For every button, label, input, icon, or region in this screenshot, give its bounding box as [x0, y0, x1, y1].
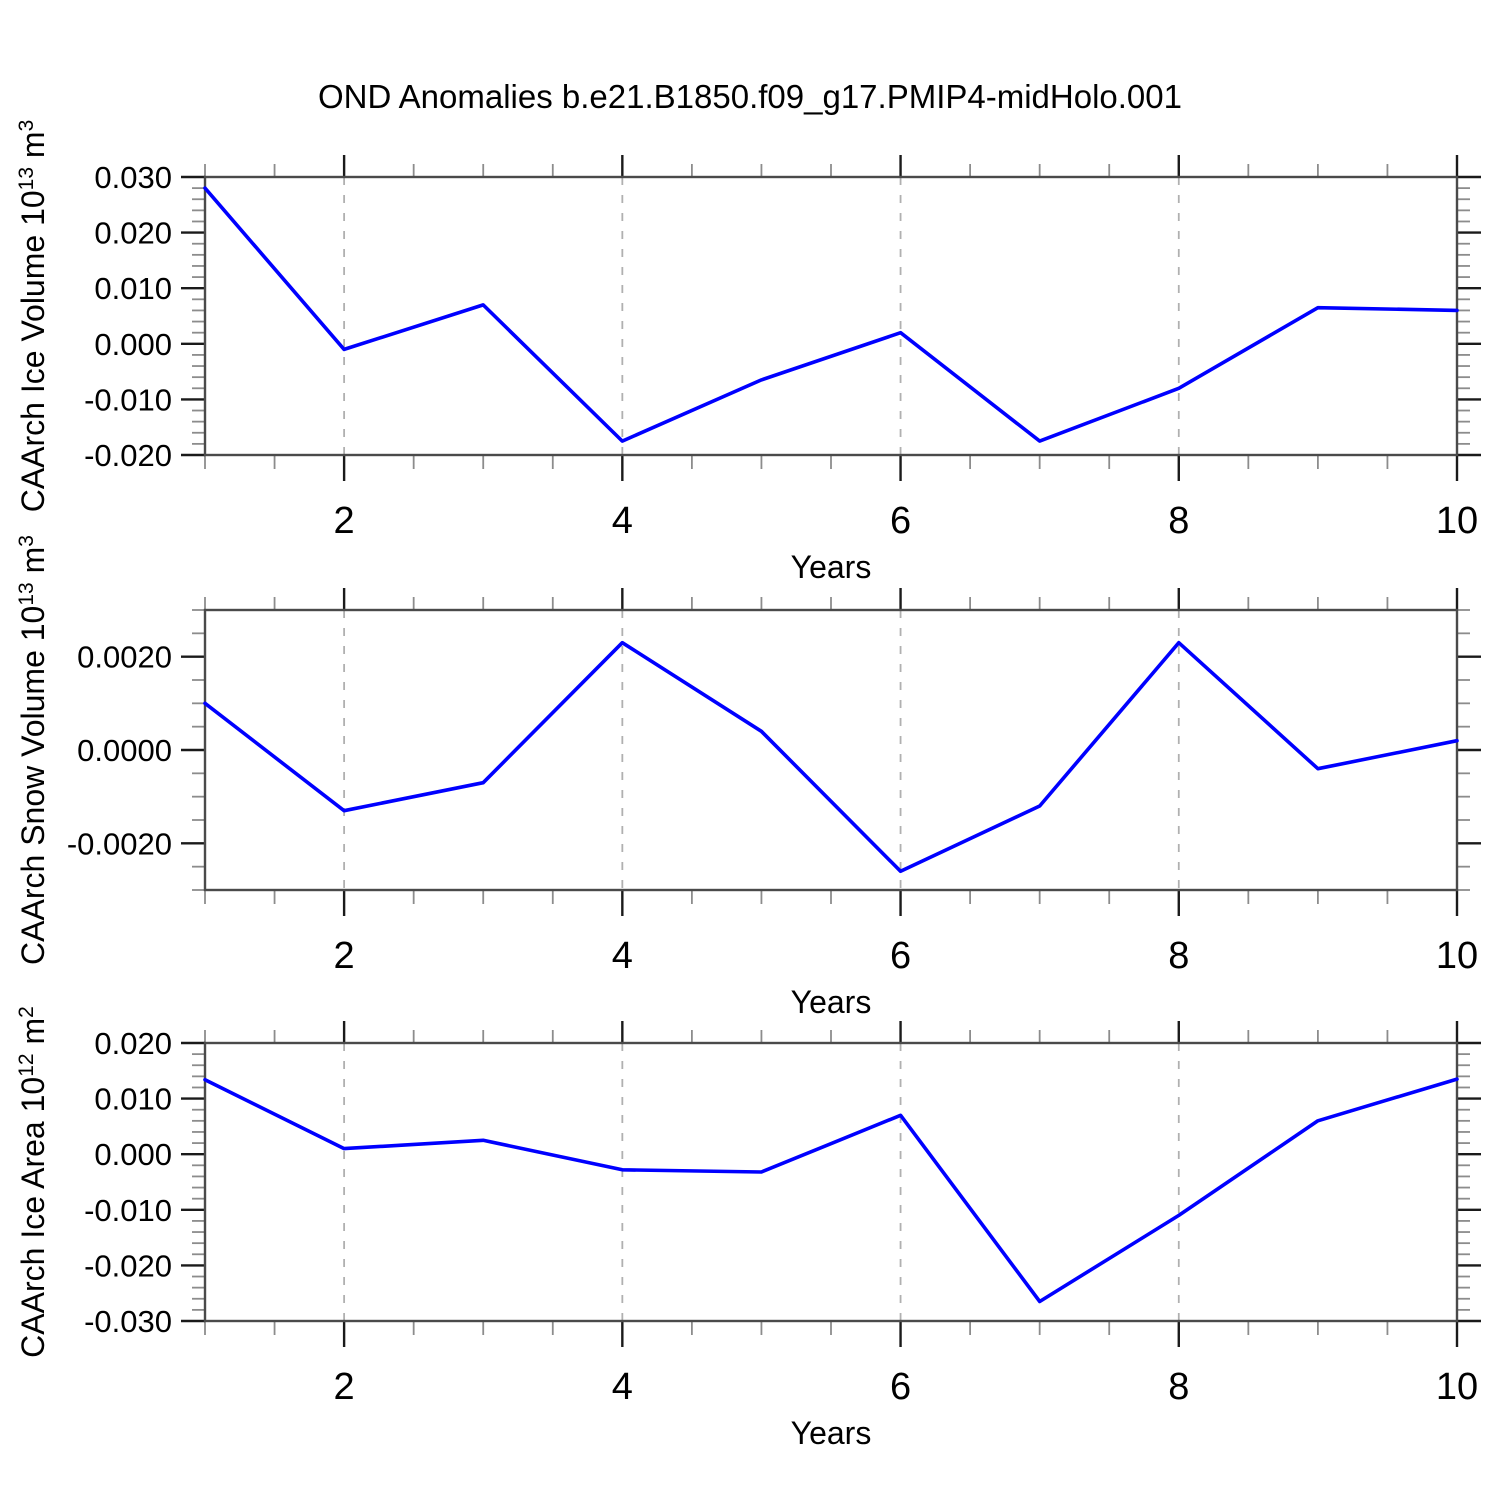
- y-tick-label: 0.0000: [77, 733, 172, 768]
- y-tick-label: 0.020: [94, 216, 172, 251]
- panel-ice-volume: 2 4 6 8 10 0.030 0.020 0.010 0.000 -0.010 -0.020 Ye…: [15, 120, 1481, 585]
- y-tick-label: 0.020: [94, 1026, 172, 1061]
- panel-ice-area: 2 4 6 8 10 0.020 0.010 0.000 -0.010 -0.020 -0.030 Y…: [15, 1006, 1481, 1451]
- x-tick-label: 2: [334, 500, 355, 542]
- y-tick-label: 0.030: [94, 160, 172, 195]
- x-tick-label: 2: [334, 1366, 355, 1408]
- figure-title: OND Anomalies b.e21.B1850.f09_g17.PMIP4-…: [318, 78, 1182, 115]
- y-axis-title: CAArch Ice Area 1012 m2: [15, 1006, 51, 1358]
- x-tick-label: 6: [890, 500, 911, 542]
- x-tick-label: 10: [1436, 500, 1478, 542]
- y-tick-label: 0.010: [94, 271, 172, 306]
- y-axis-title: CAArch Ice Volume 1013 m3: [15, 120, 51, 513]
- x-tick-label: 4: [612, 935, 633, 977]
- x-tick-label: 4: [612, 500, 633, 542]
- y-tick-label: -0.010: [84, 382, 172, 417]
- x-tick-label: 8: [1168, 1366, 1189, 1408]
- y-tick-label: 0.000: [94, 327, 172, 362]
- data-line-caarch-ice-area: [203, 1077, 1459, 1304]
- x-tick-label: 2: [334, 935, 355, 977]
- y-tick-label: 0.000: [94, 1137, 172, 1172]
- x-tick-label: 8: [1168, 935, 1189, 977]
- y-tick-label: -0.020: [84, 438, 172, 473]
- y-tick-label: -0.030: [84, 1304, 172, 1339]
- panel-snow-volume: 2 4 6 8 10 0.0020 0.0000 -0.0020 Years CAArch Sno…: [15, 535, 1481, 1020]
- plot-box: [203, 175, 1459, 457]
- y-tick-label: -0.010: [84, 1193, 172, 1228]
- x-axis-title: Years: [791, 984, 872, 1020]
- x-tick-label: 6: [890, 935, 911, 977]
- y-tick-label: -0.020: [84, 1248, 172, 1283]
- plot-box: [203, 608, 1459, 892]
- x-tick-label: 10: [1436, 935, 1478, 977]
- x-tick-label: 10: [1436, 1366, 1478, 1408]
- data-line-caarch-snow-volume: [203, 640, 1459, 874]
- x-axis-title: Years: [791, 1415, 872, 1451]
- x-tick-label: 4: [612, 1366, 633, 1408]
- data-line-caarch-ice-volume: [203, 186, 1459, 443]
- x-tick-label: 8: [1168, 500, 1189, 542]
- y-tick-label: 0.010: [94, 1082, 172, 1117]
- y-axis-title: CAArch Snow Volume 1013 m3: [15, 535, 51, 965]
- plot-box: [203, 1041, 1459, 1323]
- y-tick-label: -0.0020: [67, 826, 172, 861]
- y-tick-label: 0.0020: [77, 640, 172, 675]
- x-axis-title: Years: [791, 549, 872, 585]
- x-tick-label: 6: [890, 1366, 911, 1408]
